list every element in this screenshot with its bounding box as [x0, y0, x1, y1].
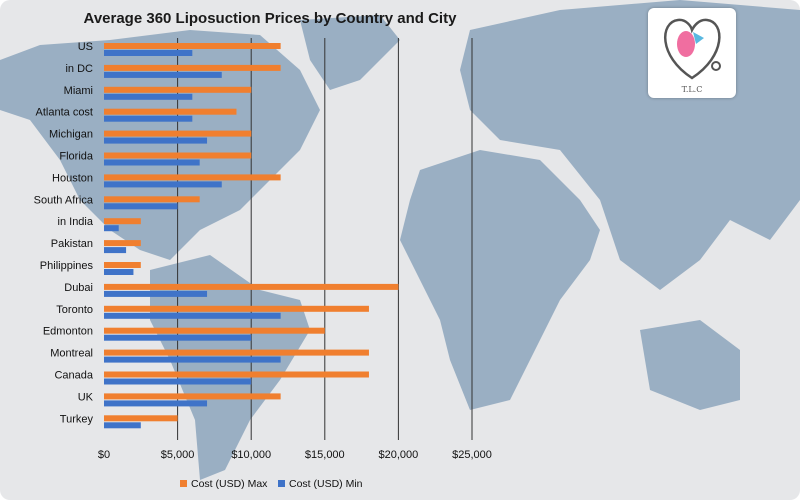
bar-max: [104, 262, 141, 268]
bar-max: [104, 64, 281, 71]
bar-max: [104, 393, 281, 400]
heart-stethoscope-icon: [664, 18, 721, 80]
bar-max: [104, 240, 141, 247]
bar-min: [104, 290, 208, 297]
category-label: Michigan: [49, 129, 93, 141]
bar-min: [104, 93, 193, 100]
category-label: Edmonton: [43, 326, 93, 338]
bar-min: [104, 50, 193, 56]
category-label: US: [78, 41, 93, 53]
category-label: Atlanta cost: [36, 107, 93, 119]
bar-max: [104, 283, 399, 290]
category-label: Miami: [64, 85, 93, 97]
category-label: Pakistan: [51, 238, 93, 250]
bar-max: [104, 152, 252, 159]
chart-title: Average 360 Liposuction Prices by Countr…: [84, 10, 458, 27]
bar-max: [104, 108, 237, 115]
bar-min: [104, 269, 134, 275]
bar-min: [104, 71, 222, 78]
bar-max: [104, 349, 369, 356]
category-label: in DC: [65, 63, 93, 75]
bar-max: [104, 415, 178, 422]
bar-min: [104, 312, 281, 319]
legend-label-min: Cost (USD) Min: [289, 478, 363, 490]
bar-min: [104, 356, 281, 363]
legend-label-max: Cost (USD) Max: [191, 478, 268, 490]
bar-max: [104, 305, 369, 312]
bar-max: [104, 130, 252, 137]
bar-min: [104, 181, 222, 188]
legend-swatch-min: [278, 480, 285, 487]
bar-max: [104, 86, 252, 93]
bar-min: [104, 225, 119, 232]
bar-max: [104, 218, 141, 225]
category-label: South Africa: [34, 194, 94, 206]
bar-min: [104, 334, 252, 341]
tlc-logo: T.L.C: [648, 8, 736, 98]
category-label: Montreal: [50, 348, 93, 360]
bar-min: [104, 378, 252, 385]
category-label: UK: [78, 391, 94, 403]
category-label: Canada: [54, 370, 93, 382]
bar-min: [104, 247, 127, 254]
bar-min: [104, 137, 208, 144]
bar-min: [104, 400, 208, 407]
x-tick-label: $25,000: [452, 449, 492, 461]
x-tick-label: $5,000: [161, 449, 195, 461]
category-label: Florida: [59, 151, 94, 163]
category-label: Turkey: [60, 413, 94, 425]
bar-min: [104, 115, 193, 122]
logo-text: T.L.C: [681, 85, 703, 94]
category-label: Philippines: [40, 260, 94, 272]
x-tick-label: $10,000: [231, 449, 271, 461]
bar-max: [104, 327, 325, 334]
bar-min: [104, 159, 200, 166]
x-tick-label: $15,000: [305, 449, 345, 461]
x-tick-label: $20,000: [379, 449, 419, 461]
bar-max: [104, 371, 369, 378]
legend-swatch-max: [180, 480, 187, 487]
bar-min: [104, 422, 141, 429]
category-label: in India: [58, 216, 94, 228]
category-label: Toronto: [56, 304, 93, 316]
bar-max: [104, 43, 281, 49]
category-label: Houston: [52, 172, 93, 184]
category-label: Dubai: [64, 282, 93, 294]
bar-max: [104, 174, 281, 181]
bar-min: [104, 203, 178, 210]
x-tick-label: $0: [98, 449, 110, 461]
bar-max: [104, 196, 200, 203]
